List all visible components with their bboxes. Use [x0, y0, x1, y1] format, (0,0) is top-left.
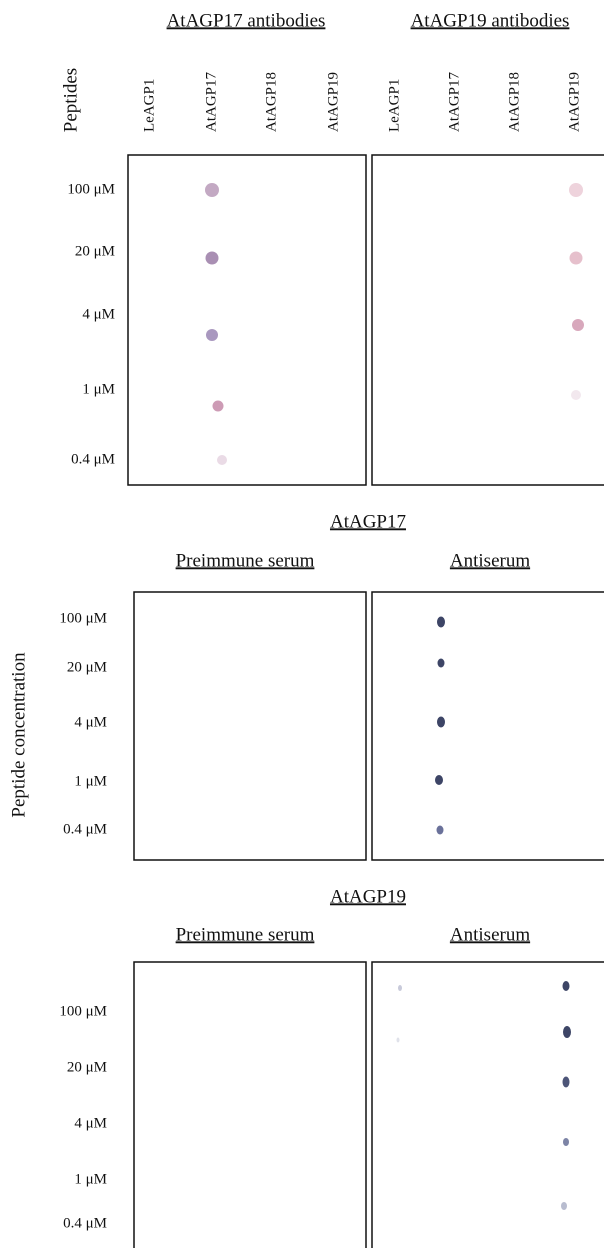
column-label: AtAGP17 — [446, 71, 462, 132]
column-label: LeAGP1 — [141, 79, 157, 132]
blot-box — [134, 962, 366, 1248]
figure: AtAGP17 antibodies AtAGP19 antibodies Pe… — [0, 0, 604, 1248]
group-header: Antiserum — [450, 550, 530, 571]
column-label: AtAGP19 — [325, 72, 341, 132]
panel-title: AtAGP19 — [330, 886, 406, 907]
row-label: 20 μM — [67, 659, 107, 675]
row-label: 1 μM — [74, 773, 107, 789]
row-label: 4 μM — [74, 714, 107, 730]
column-label: LeAGP1 — [386, 79, 402, 132]
column-label: AtAGP18 — [263, 72, 279, 132]
row-label: 20 μM — [75, 243, 115, 259]
column-label: AtAGP18 — [506, 72, 522, 132]
row-label: 20 μM — [67, 1059, 107, 1075]
row-header: Peptides — [60, 68, 81, 132]
row-label: 4 μM — [74, 1115, 107, 1131]
row-label: 100 μM — [59, 610, 107, 626]
row-label: 1 μM — [82, 381, 115, 397]
blot-box — [372, 155, 604, 485]
row-label: 4 μM — [82, 306, 115, 322]
row-label: 0.4 μM — [71, 451, 115, 467]
group-header: AtAGP19 antibodies — [411, 10, 570, 31]
row-label: 1 μM — [74, 1171, 107, 1187]
blot-box — [134, 592, 366, 860]
blot-box — [372, 592, 604, 860]
blot-box — [372, 962, 604, 1248]
group-header: Preimmune serum — [176, 550, 315, 571]
panel-title: AtAGP17 — [330, 511, 406, 532]
y-label: Peptide concentration — [8, 652, 29, 818]
group-header: Preimmune serum — [176, 924, 315, 945]
row-label: 100 μM — [67, 181, 115, 197]
row-label: 0.4 μM — [63, 821, 107, 837]
blot-box — [128, 155, 366, 485]
row-label: 0.4 μM — [63, 1215, 107, 1231]
column-label: AtAGP17 — [203, 71, 219, 132]
group-header: Antiserum — [450, 924, 530, 945]
row-label: 100 μM — [59, 1003, 107, 1019]
column-label: AtAGP19 — [566, 72, 582, 132]
group-header: AtAGP17 antibodies — [167, 10, 326, 31]
